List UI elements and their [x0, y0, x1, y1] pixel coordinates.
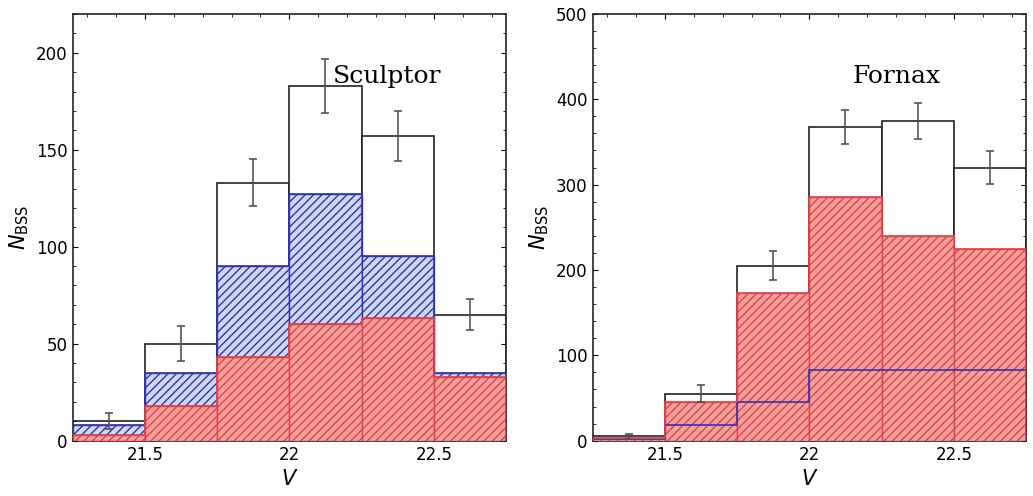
Text: Sculptor: Sculptor: [333, 65, 441, 88]
Y-axis label: $N_{\mathrm{BSS}}$: $N_{\mathrm{BSS}}$: [7, 204, 31, 250]
Bar: [809, 197, 881, 440]
Bar: [145, 406, 217, 440]
Bar: [738, 402, 809, 440]
Bar: [145, 373, 217, 440]
X-axis label: $V$: $V$: [801, 469, 818, 489]
Bar: [665, 425, 738, 440]
Bar: [145, 344, 217, 440]
Bar: [881, 236, 953, 440]
Bar: [217, 183, 289, 440]
Bar: [953, 248, 1026, 440]
Bar: [289, 86, 362, 440]
Bar: [953, 370, 1026, 440]
Bar: [593, 438, 665, 440]
Bar: [738, 293, 809, 440]
Bar: [809, 370, 881, 440]
Bar: [289, 194, 362, 440]
Bar: [665, 402, 738, 440]
Bar: [434, 314, 506, 440]
Bar: [881, 370, 953, 440]
Bar: [362, 256, 434, 440]
X-axis label: $V$: $V$: [281, 469, 299, 489]
Bar: [72, 421, 145, 440]
Bar: [665, 394, 738, 440]
Bar: [809, 126, 881, 440]
Bar: [593, 436, 665, 440]
Bar: [72, 425, 145, 440]
Bar: [72, 435, 145, 440]
Y-axis label: $N_{\mathrm{BSS}}$: $N_{\mathrm{BSS}}$: [527, 204, 551, 250]
Bar: [289, 324, 362, 440]
Bar: [953, 168, 1026, 440]
Bar: [362, 136, 434, 440]
Bar: [738, 266, 809, 440]
Bar: [881, 121, 953, 440]
Bar: [362, 318, 434, 440]
Bar: [434, 373, 506, 440]
Bar: [217, 357, 289, 440]
Bar: [217, 266, 289, 440]
Bar: [434, 376, 506, 440]
Bar: [593, 439, 665, 440]
Text: Fornax: Fornax: [852, 65, 941, 88]
